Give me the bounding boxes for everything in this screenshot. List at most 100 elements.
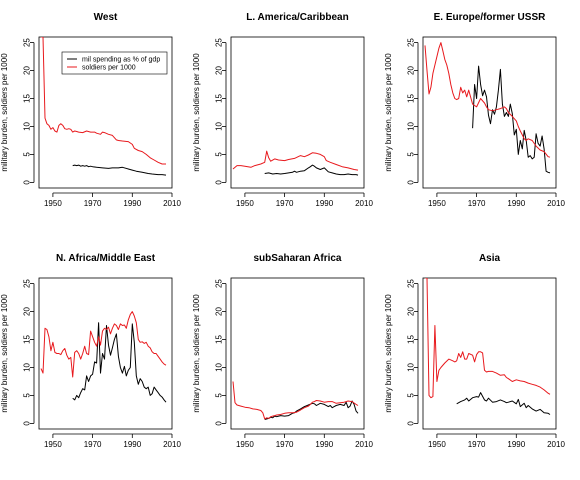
y-tick-label: 5	[23, 152, 32, 157]
x-tick-label: 1950	[236, 199, 254, 208]
y-axis-label: military burden, soldiers per 1000	[0, 53, 9, 172]
y-axis-label: military burden, soldiers per 1000	[192, 294, 201, 413]
y-tick-label: 5	[407, 152, 416, 157]
x-tick-label: 1950	[44, 440, 62, 449]
y-tick-label: 20	[23, 66, 32, 75]
y-tick-label: 5	[215, 152, 224, 157]
x-tick-label: 1970	[468, 440, 486, 449]
y-tick-label: 0	[23, 180, 32, 185]
y-tick-label: 15	[407, 94, 416, 103]
x-tick-label: 1970	[468, 199, 486, 208]
y-tick-label: 15	[215, 94, 224, 103]
y-tick-label: 10	[215, 121, 224, 130]
y-tick-label: 0	[23, 421, 32, 426]
x-tick-label: 2010	[163, 199, 181, 208]
y-tick-label: 25	[23, 38, 32, 47]
x-tick-label: 1990	[315, 199, 333, 208]
y-tick-label: 25	[407, 38, 416, 47]
series-line-mil-spending-as-of-gdp	[72, 322, 167, 403]
y-tick-label: 25	[215, 279, 224, 288]
y-tick-label: 5	[23, 393, 32, 398]
legend-entry: soldiers per 1000	[82, 65, 136, 72]
panel-title: subSaharan Africa	[254, 253, 342, 264]
series-line-soldiers-per-1000	[41, 37, 166, 165]
x-tick-label: 2010	[547, 199, 565, 208]
x-tick-label: 1990	[315, 440, 333, 449]
y-tick-label: 15	[23, 94, 32, 103]
y-tick-label: 0	[215, 421, 224, 426]
y-tick-label: 5	[215, 393, 224, 398]
y-tick-label: 0	[407, 421, 416, 426]
plot-frame	[230, 277, 365, 430]
x-tick-label: 2010	[547, 440, 565, 449]
y-tick-label: 25	[215, 38, 224, 47]
x-tick-label: 1970	[84, 440, 102, 449]
y-tick-label: 25	[23, 279, 32, 288]
y-tick-label: 10	[23, 121, 32, 130]
y-tick-label: 20	[407, 66, 416, 75]
y-tick-label: 25	[407, 279, 416, 288]
y-axis-label: military burden, soldiers per 1000	[192, 53, 201, 172]
panel-title: N. Africa/Middle East	[56, 253, 156, 264]
plot-frame	[422, 277, 557, 430]
y-tick-label: 0	[215, 180, 224, 185]
series-line-mil-spending-as-of-gdp	[264, 164, 359, 176]
panel-west: West 1950 1970 1990 2010 0 5 10 15 20 25 military b…	[0, 12, 181, 208]
series-line-mil-spending-as-of-gdp	[264, 400, 359, 420]
y-tick-label: 5	[407, 393, 416, 398]
panel-title: E. Europe/former USSR	[434, 12, 546, 23]
x-tick-label: 1950	[236, 440, 254, 449]
panel-e-europe-former-ussr: E. Europe/former USSR 1950 1970 1990 2010 0 5 1…	[384, 12, 565, 208]
x-tick-label: 2010	[355, 199, 373, 208]
series-line-soldiers-per-1000	[232, 381, 359, 420]
legend-box	[61, 51, 168, 75]
plot-frame	[230, 36, 365, 189]
y-axis-label: military burden, soldiers per 1000	[0, 294, 9, 413]
panel-title: Asia	[479, 253, 501, 264]
x-tick-label: 1990	[123, 199, 141, 208]
x-tick-label: 1990	[507, 440, 525, 449]
plot-frame	[38, 36, 173, 189]
series-line-soldiers-per-1000	[40, 311, 167, 378]
panel-asia: Asia 1950 1970 1990 2010 0 5 10 15 20 25 military b…	[384, 253, 565, 449]
y-tick-label: 10	[215, 362, 224, 371]
panel-title: L. America/Caribbean	[246, 12, 348, 23]
x-tick-label: 2010	[355, 440, 373, 449]
y-tick-label: 0	[407, 180, 416, 185]
y-tick-label: 20	[23, 307, 32, 316]
x-tick-label: 1990	[507, 199, 525, 208]
series-line-mil-spending-as-of-gdp	[456, 392, 551, 415]
y-tick-label: 20	[215, 66, 224, 75]
y-tick-label: 15	[407, 335, 416, 344]
series-line-mil-spending-as-of-gdp	[72, 164, 167, 176]
x-tick-label: 1970	[276, 199, 294, 208]
y-tick-label: 10	[23, 362, 32, 371]
x-tick-label: 1990	[123, 440, 141, 449]
y-tick-label: 15	[215, 335, 224, 344]
y-axis-label: military burden, soldiers per 1000	[384, 53, 393, 172]
x-tick-label: 2010	[163, 440, 181, 449]
y-tick-label: 15	[23, 335, 32, 344]
plot-frame	[422, 36, 557, 189]
x-tick-label: 1950	[428, 199, 446, 208]
panel-subsaharan-africa: subSaharan Africa 1950 1970 1990 2010 0 5 10 15 2…	[192, 253, 373, 449]
y-tick-label: 10	[407, 362, 416, 371]
panel-l-america-caribbean: L. America/Caribbean 1950 1970 1990 2010 0 5 10…	[192, 12, 373, 208]
x-tick-label: 1970	[276, 440, 294, 449]
x-tick-label: 1950	[44, 199, 62, 208]
y-axis-label: military burden, soldiers per 1000	[384, 294, 393, 413]
panel-title: West	[94, 12, 118, 23]
y-tick-label: 20	[407, 307, 416, 316]
series-line-mil-spending-as-of-gdp	[472, 65, 551, 174]
series-line-soldiers-per-1000	[232, 150, 359, 171]
series-line-soldiers-per-1000	[424, 42, 551, 158]
plot-frame	[38, 277, 173, 430]
legend-entry: mil spending as % of gdp	[82, 57, 160, 64]
x-tick-label: 1950	[428, 440, 446, 449]
x-tick-label: 1970	[84, 199, 102, 208]
